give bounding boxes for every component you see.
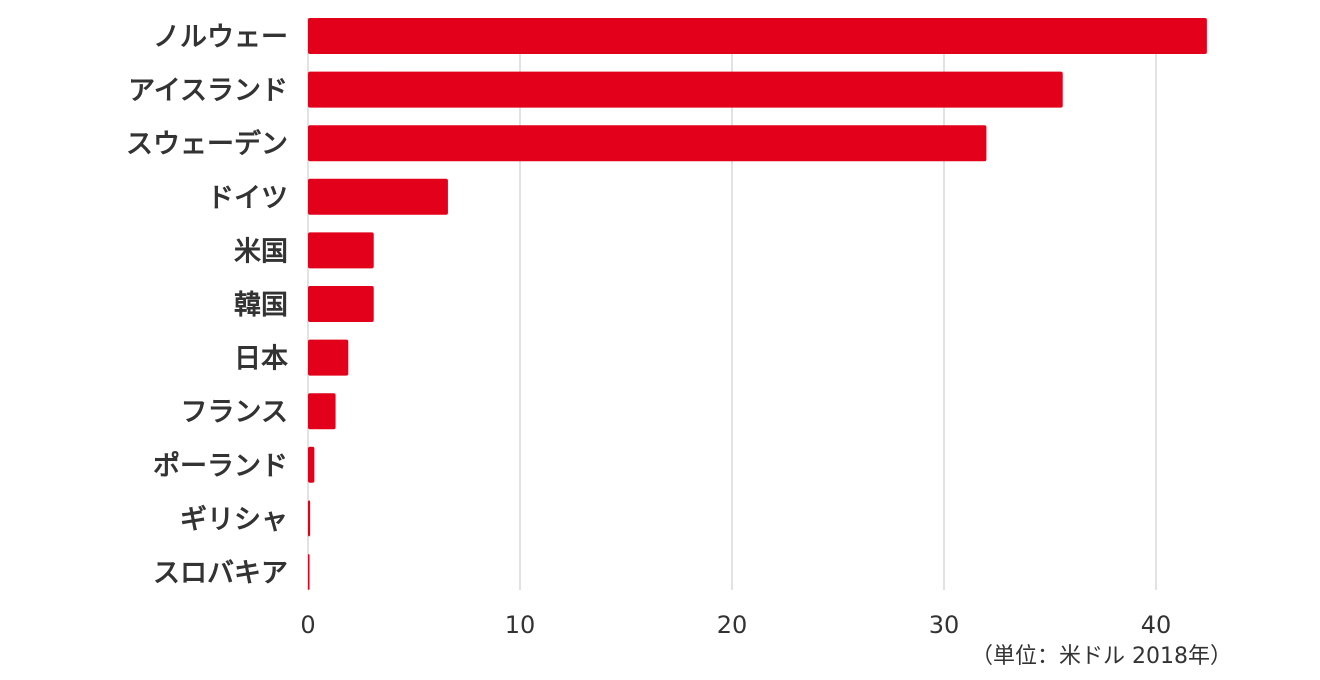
x-tick-label: 30 — [929, 611, 960, 639]
category-label: 米国 — [234, 236, 288, 267]
bar — [308, 178, 448, 215]
x-tick-labels: 0 10 20 30 40 — [300, 611, 1171, 639]
bar — [308, 18, 1207, 54]
bar — [308, 554, 310, 590]
category-label: 韓国 — [234, 290, 288, 321]
category-label: ドイツ — [207, 183, 288, 214]
category-label: ギリシャ — [180, 504, 288, 535]
category-label: ポーランド — [153, 451, 288, 482]
bar — [308, 71, 1063, 108]
bar — [308, 232, 374, 269]
category-labels: ノルウェーアイスランドスウェーデンドイツ米国韓国日本フランスポーランドギリシャス… — [126, 22, 288, 589]
bar — [308, 500, 311, 537]
x-tick-label: 10 — [505, 611, 536, 639]
unit-note: （単位：米ドル 2018年） — [971, 644, 1232, 669]
category-label: フランス — [181, 397, 288, 428]
x-tick-label: 20 — [717, 611, 748, 639]
category-label: スウェーデン — [126, 128, 288, 160]
category-label: アイスランド — [128, 76, 288, 107]
bar — [308, 125, 987, 162]
bar — [308, 393, 336, 430]
category-label: スロバキア — [153, 558, 288, 589]
bar — [308, 339, 349, 376]
x-tick-label: 40 — [1141, 611, 1172, 639]
bars — [308, 18, 1207, 590]
category-label: ノルウェー — [153, 22, 288, 53]
bar — [308, 286, 374, 322]
category-label: 日本 — [234, 344, 288, 375]
bar — [308, 446, 315, 483]
x-tick-label: 0 — [300, 611, 315, 639]
